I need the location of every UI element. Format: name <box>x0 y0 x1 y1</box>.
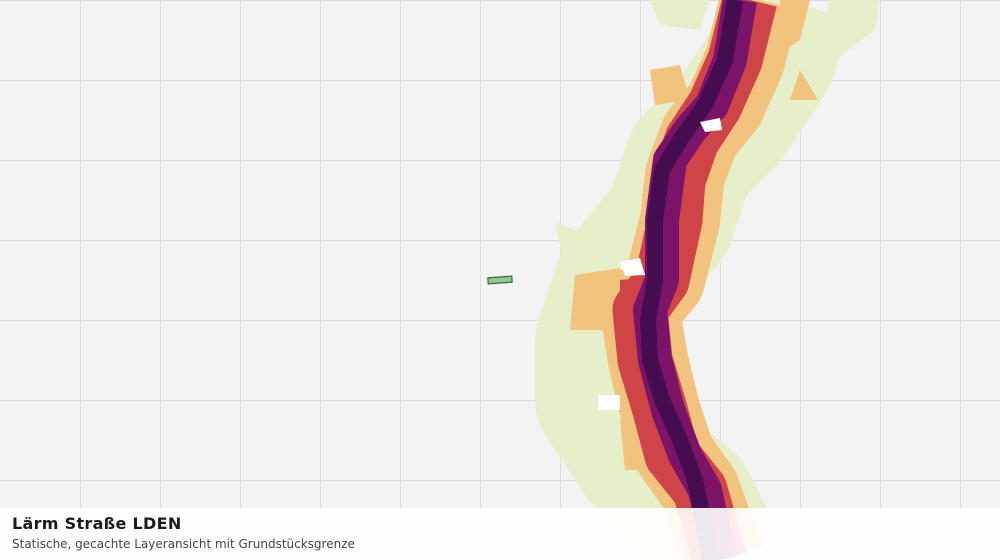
legend-footer: Lärm Straße LDEN Statische, gecachte Lay… <box>0 508 1000 560</box>
noise-bands <box>535 0 880 560</box>
map-subtitle: Statische, gecachte Layeransicht mit Gru… <box>12 537 355 551</box>
map-title: Lärm Straße LDEN <box>12 514 182 533</box>
gap-area <box>598 118 722 410</box>
noise-zone-core <box>640 0 743 560</box>
parcel-boundary <box>487 275 513 285</box>
noise-zone-low <box>555 0 880 500</box>
gaps <box>598 118 722 410</box>
